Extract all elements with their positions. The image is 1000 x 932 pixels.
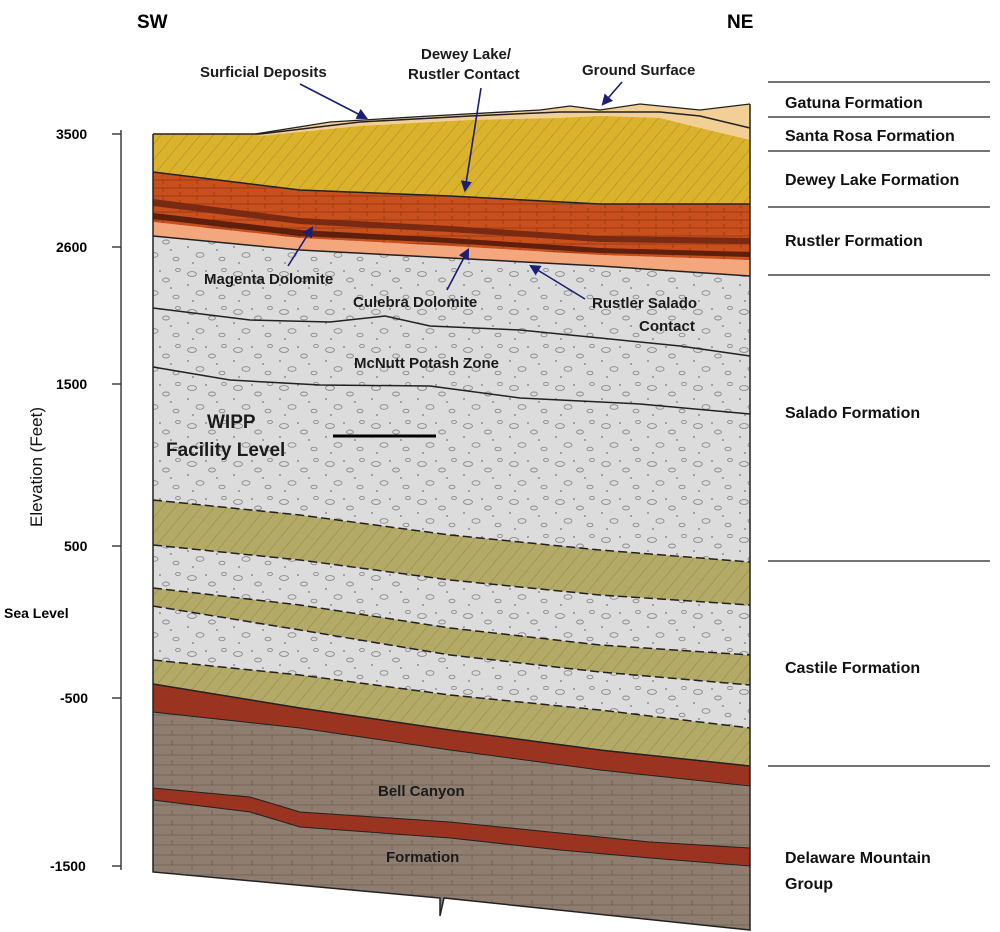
rustler-salado-label: Rustler Salado Contact xyxy=(592,295,701,335)
wipp-label: WIPP Facility Level xyxy=(166,412,285,461)
formation-label-rustler: Rustler Formation xyxy=(785,233,923,250)
magenta-dolomite-label: Magenta Dolomite xyxy=(204,271,333,288)
ground-surface-arrow xyxy=(601,81,623,106)
rustler-salado-line2: Contact xyxy=(639,318,695,335)
mcnutt-upper-line xyxy=(152,307,751,357)
boundary-line xyxy=(152,605,751,686)
boundary-line xyxy=(153,111,751,135)
magenta-dolomite-bed xyxy=(153,199,750,244)
ground-surface-label: Ground Surface xyxy=(582,62,695,79)
formation-label-santa-rosa: Santa Rosa Formation xyxy=(785,128,955,145)
tick-label-minus-500: -500 xyxy=(60,690,88,706)
sw-direction-label: SW xyxy=(137,12,168,33)
dewey-rustler-label: Dewey Lake/ Rustler Contact xyxy=(408,46,520,83)
annotations: Surficial Deposits Dewey Lake/ Rustler C… xyxy=(166,46,701,866)
tick-label-1500: 1500 xyxy=(56,376,87,392)
cross-section-block xyxy=(152,103,751,931)
elevation-axis: 3500 2600 1500 500 Sea Level -500 -1500 … xyxy=(4,126,122,874)
mcnutt-label: McNutt Potash Zone xyxy=(354,355,499,372)
formation-label-salado: Salado Formation xyxy=(785,405,920,422)
dewey-rustler-arrow xyxy=(460,87,482,193)
wipp-label-line2: Facility Level xyxy=(166,440,285,461)
tick-label-sea-level: Sea Level xyxy=(4,605,69,621)
formation-label-lower: Formation xyxy=(386,849,459,866)
formation-label-delaware-line2: Group xyxy=(785,876,833,893)
formation-labels: Gatuna Formation Santa Rosa Formation De… xyxy=(785,95,959,893)
block-outline xyxy=(152,104,751,931)
formation-label-gatuna: Gatuna Formation xyxy=(785,95,923,112)
tick-label-2600: 2600 xyxy=(56,239,87,255)
boundary-lines xyxy=(152,111,751,767)
boundary-line xyxy=(152,171,750,205)
castile-middle-anhydrite-hatch xyxy=(153,588,750,685)
mcnutt-lower-line xyxy=(152,366,751,415)
formation-label-castile: Castile Formation xyxy=(785,660,920,677)
tick-label-minus-1500: -1500 xyxy=(50,858,86,874)
tick-label-3500: 3500 xyxy=(56,126,87,142)
boundary-line xyxy=(152,544,751,606)
culebra-dolomite-arrow xyxy=(446,248,470,291)
boundary-line xyxy=(152,587,751,656)
castile-halite-lower-pattern xyxy=(153,606,750,728)
dewey-lake-hatch xyxy=(153,112,750,204)
bell-canyon-label: Bell Canyon xyxy=(378,783,465,800)
dewey-rustler-line1: Dewey Lake/ xyxy=(421,46,512,63)
formation-dividers xyxy=(768,81,990,767)
wipp-label-line1: WIPP xyxy=(207,412,256,433)
boundary-line xyxy=(152,499,751,563)
dewey-rustler-line2: Rustler Contact xyxy=(408,66,520,83)
formation-label-dewey-lake: Dewey Lake Formation xyxy=(785,172,959,189)
tick-label-500: 500 xyxy=(64,538,88,554)
salado-pattern xyxy=(153,236,750,562)
boundary-line xyxy=(152,683,751,767)
formation-label-delaware: Delaware Mountain Group xyxy=(785,850,935,893)
boundary-line xyxy=(152,659,751,729)
castile-halite-upper-pattern xyxy=(153,545,750,655)
magenta-dolomite-arrow xyxy=(287,226,314,267)
castile-upper-anhydrite-hatch xyxy=(153,500,750,605)
ground-surface-line xyxy=(254,103,751,135)
rustler-salado-line1: Rustler Salado xyxy=(592,295,697,312)
culebra-dolomite-label: Culebra Dolomite xyxy=(353,294,477,311)
rustler-salado-arrow xyxy=(529,264,586,300)
culebra-dolomite-bed xyxy=(153,213,750,257)
ne-direction-label: NE xyxy=(727,12,753,33)
rustler-salado-contact-band xyxy=(153,222,750,276)
surficial-deposits-label: Surficial Deposits xyxy=(200,64,327,81)
formation-label-delaware-line1: Delaware Mountain xyxy=(785,850,931,867)
surficial-deposits-arrow xyxy=(299,83,368,120)
axis-title: Elevation (Feet) xyxy=(27,407,46,527)
castile-lower-anhydrite-hatch xyxy=(153,660,750,766)
boundary-line xyxy=(152,235,751,277)
surface-deposits-layer xyxy=(255,104,750,140)
